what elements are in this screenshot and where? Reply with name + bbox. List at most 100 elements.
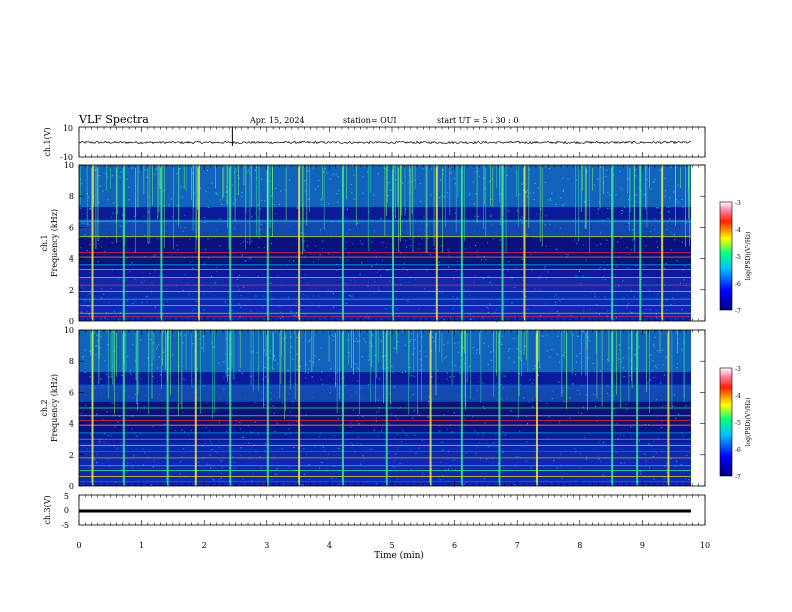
spectrogram-sferic xyxy=(639,165,642,321)
spectrogram-noise-pixel xyxy=(339,257,341,259)
spectrogram-noise-pixel xyxy=(420,359,422,361)
spectrogram-noise-pixel xyxy=(465,452,467,454)
spectrogram-noise-pixel xyxy=(177,249,179,251)
spectrogram-noise-pixel xyxy=(318,467,321,469)
spectrogram-noise-pixel xyxy=(555,248,558,250)
spectrogram-noise-pixel xyxy=(235,382,238,384)
spectrogram-noise-pixel xyxy=(104,433,106,435)
spectrogram-noise-pixel xyxy=(94,387,96,389)
spectrogram-noise-pixel xyxy=(296,420,298,422)
spectrogram-noise-pixel xyxy=(443,319,445,321)
spectrogram-noise-pixel xyxy=(305,295,307,297)
spectrogram-noise-pixel xyxy=(574,239,576,241)
spectrogram-noise-pixel xyxy=(163,205,165,207)
spectrogram-noise-pixel xyxy=(450,172,452,174)
spectrogram-noise-pixel xyxy=(296,336,298,338)
spectrogram-noise-pixel xyxy=(651,445,653,447)
spectrogram-noise-pixel xyxy=(598,219,600,221)
spectrogram-noise-pixel xyxy=(210,275,213,277)
spectrogram-noise-pixel xyxy=(164,457,166,459)
spectrogram-noise-pixel xyxy=(554,225,556,227)
ch1-waveform-panel: 10 -10 ch.1(V) xyxy=(43,124,706,162)
spectrogram-noise-pixel xyxy=(345,283,347,285)
spectrogram-noise-pixel xyxy=(215,192,217,194)
spectrogram-noise-pixel xyxy=(431,376,433,378)
spectrogram-noise-pixel xyxy=(255,387,257,389)
spectrogram-noise-pixel xyxy=(277,275,279,277)
spectrogram-noise-pixel xyxy=(448,266,450,268)
spectrogram-noise-pixel xyxy=(346,217,348,219)
spectrogram-noise-pixel xyxy=(488,232,490,234)
spectrogram-noise-pixel xyxy=(600,166,602,168)
spectrogram-noise-pixel xyxy=(250,431,252,433)
spectrogram-noise-pixel xyxy=(490,214,492,216)
spectrogram-noise-pixel xyxy=(356,337,358,340)
spectrogram-noise-pixel xyxy=(131,262,133,264)
spectrogram-noise-pixel xyxy=(259,208,261,210)
spectrogram-noise-pixel xyxy=(308,463,310,465)
spectrogram-noise-pixel xyxy=(490,351,492,353)
spectrogram-noise-pixel xyxy=(155,168,157,170)
spectrogram-noise-pixel xyxy=(182,411,184,413)
spectrogram-noise-pixel xyxy=(151,291,153,293)
spectrogram-sferic xyxy=(611,330,614,486)
spectrogram-noise-pixel xyxy=(377,399,379,401)
y-tick-label: 4 xyxy=(69,420,74,429)
spectrogram-noise-pixel xyxy=(296,369,298,371)
spectrogram-sferic xyxy=(535,330,538,486)
spectrogram-noise-pixel xyxy=(110,435,112,437)
spectrogram-noise-pixel xyxy=(510,277,512,279)
spectrogram-noise-pixel xyxy=(669,425,671,427)
spectrogram-noise-pixel xyxy=(556,467,558,469)
spectrogram-noise-pixel xyxy=(622,280,624,282)
spectrogram-noise-pixel xyxy=(329,392,331,394)
spectrogram-noise-pixel xyxy=(105,173,107,175)
spectrogram-noise-pixel xyxy=(292,358,294,360)
spectrogram-noise-pixel xyxy=(362,176,364,178)
spectrogram-noise-pixel xyxy=(309,338,311,341)
spectrogram-noise-pixel xyxy=(481,259,483,261)
spectrogram-noise-pixel xyxy=(585,458,588,460)
spectrogram-noise-pixel xyxy=(126,299,128,302)
spectrogram-noise-pixel xyxy=(655,452,657,454)
spectrogram-noise-pixel xyxy=(569,417,571,419)
spectrogram-noise-pixel xyxy=(657,293,659,295)
spectrogram-noise-pixel xyxy=(120,171,122,173)
spectrogram-noise-pixel xyxy=(491,178,494,181)
spectrogram-noise-pixel xyxy=(338,221,340,223)
x-tick-label: 9 xyxy=(640,541,645,550)
ch1-spectrogram-image xyxy=(79,165,691,323)
spectrogram-noise-pixel xyxy=(357,341,359,343)
spectrogram-noise-pixel xyxy=(129,369,131,371)
spectrogram-noise-pixel xyxy=(233,461,235,463)
spectrogram-noise-pixel xyxy=(583,331,585,333)
spectrogram-noise-pixel xyxy=(592,362,594,365)
spectrogram-noise-pixel xyxy=(165,478,167,480)
spectrogram-noise-pixel xyxy=(237,285,239,288)
spectrogram-noise-pixel xyxy=(419,350,421,352)
spectrogram-noise-pixel xyxy=(85,414,87,416)
spectrogram-noise-pixel xyxy=(676,367,678,369)
spectrogram-noise-pixel xyxy=(546,277,548,279)
spectrogram-noise-pixel xyxy=(105,373,107,375)
spectrogram-noise-pixel xyxy=(313,261,315,263)
spectrogram-noise-pixel xyxy=(474,429,476,432)
spectrogram-noise-pixel xyxy=(529,379,531,381)
spectrogram-noise-pixel xyxy=(80,311,82,313)
spectrogram-noise-pixel xyxy=(562,177,564,179)
spectrogram-noise-pixel xyxy=(304,249,306,252)
spectrogram-noise-pixel xyxy=(221,203,223,205)
spectrogram-noise-pixel xyxy=(225,186,227,188)
spectrogram-noise-pixel xyxy=(86,250,88,252)
spectrogram-noise-pixel xyxy=(378,269,381,271)
spectrogram-noise-pixel xyxy=(84,371,86,373)
spectrogram-noise-pixel xyxy=(176,205,179,207)
spectrogram-noise-pixel xyxy=(235,199,237,201)
spectrogram-noise-pixel xyxy=(95,345,97,347)
spectrogram-noise-pixel xyxy=(500,383,502,386)
spectrogram-noise-pixel xyxy=(231,310,233,312)
spectrogram-noise-pixel xyxy=(202,335,204,337)
spectrogram-noise-pixel xyxy=(114,481,117,483)
spectrogram-noise-pixel xyxy=(360,463,362,465)
spectrogram-noise-pixel xyxy=(534,365,536,367)
